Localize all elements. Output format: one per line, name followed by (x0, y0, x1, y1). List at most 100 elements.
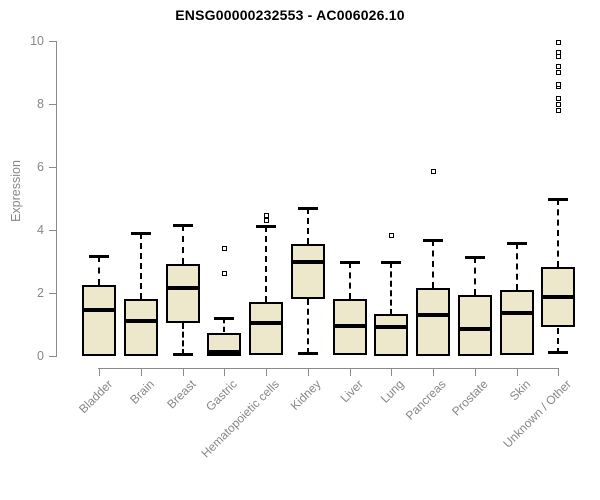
whisker-cap-upper-lung (381, 261, 401, 264)
y-tick-2 (49, 293, 56, 294)
y-tick-label-2: 2 (37, 286, 44, 300)
outlier-unknown-other-5 (556, 70, 561, 75)
box-breast (166, 264, 200, 323)
x-tick-prostate (475, 368, 476, 376)
y-tick-6 (49, 167, 56, 168)
x-tick-label-brain: Brain (127, 377, 157, 407)
whisker-upper-kidney (307, 208, 309, 244)
x-tick-skin (517, 368, 518, 376)
x-tick-label-kidney: Kidney (288, 377, 324, 413)
x-tick-breast (183, 368, 184, 376)
box-skin (500, 290, 534, 355)
box-bladder (82, 285, 116, 356)
whisker-cap-upper-kidney (298, 207, 318, 210)
box-brain (124, 299, 158, 356)
median-brain (124, 319, 158, 323)
whisker-cap-upper-breast (173, 224, 193, 227)
median-hematopoietic-cells (249, 321, 283, 325)
box-lung (374, 314, 408, 356)
whisker-cap-upper-prostate (465, 256, 485, 259)
x-tick-label-pancreas: Pancreas (403, 377, 449, 423)
outlier-gastric-0 (222, 271, 227, 276)
x-tick-unknown-other (558, 368, 559, 376)
median-unknown-other (541, 295, 575, 299)
whisker-upper-prostate (474, 257, 476, 295)
box-pancreas (416, 288, 450, 356)
x-tick-bladder (99, 368, 100, 376)
whisker-upper-gastric (223, 318, 225, 332)
whisker-upper-hematopoietic-cells (265, 226, 267, 302)
whisker-cap-upper-brain (131, 232, 151, 235)
median-kidney (291, 260, 325, 264)
median-breast (166, 286, 200, 290)
x-tick-label-prostate: Prostate (449, 377, 491, 419)
median-gastric (207, 350, 241, 354)
whisker-cap-lower-kidney (298, 352, 318, 355)
whisker-cap-lower-unknown-other (548, 351, 568, 354)
box-hematopoietic-cells (249, 302, 283, 355)
whisker-upper-liver (349, 262, 351, 299)
median-lung (374, 325, 408, 329)
y-tick-label-0: 0 (37, 349, 44, 363)
outlier-pancreas-0 (431, 169, 436, 174)
whisker-lower-unknown-other (557, 328, 559, 354)
y-tick-label-6: 6 (37, 160, 44, 174)
outlier-lung-0 (389, 233, 394, 238)
whisker-lower-kidney (307, 299, 309, 354)
outlier-gastric-1 (222, 246, 227, 251)
y-tick-0 (49, 356, 56, 357)
y-tick-label-8: 8 (37, 97, 44, 111)
x-axis-line (98, 368, 559, 369)
outlier-unknown-other-8 (556, 50, 561, 55)
y-axis-line (56, 41, 57, 357)
whisker-upper-bladder (98, 256, 100, 285)
whisker-cap-upper-pancreas (423, 239, 443, 242)
y-tick-label-4: 4 (37, 223, 44, 237)
outlier-unknown-other-1 (556, 102, 561, 107)
whisker-lower-breast (182, 323, 184, 355)
whisker-cap-upper-liver (340, 261, 360, 264)
median-bladder (82, 308, 116, 312)
whisker-upper-skin (516, 243, 518, 290)
outlier-unknown-other-2 (556, 96, 561, 101)
outlier-unknown-other-9 (556, 40, 561, 45)
whisker-cap-lower-breast (173, 353, 193, 356)
x-tick-lung (391, 368, 392, 376)
x-tick-hematopoietic-cells (266, 368, 267, 376)
whisker-cap-upper-skin (507, 242, 527, 245)
whisker-cap-upper-gastric (214, 317, 234, 320)
whisker-upper-unknown-other (557, 199, 559, 267)
x-tick-gastric (224, 368, 225, 376)
y-tick-4 (49, 230, 56, 231)
box-kidney (291, 244, 325, 299)
whisker-upper-brain (140, 233, 142, 299)
outlier-unknown-other-4 (556, 82, 561, 87)
x-tick-liver (350, 368, 351, 376)
median-prostate (458, 327, 492, 331)
x-tick-brain (141, 368, 142, 376)
x-tick-label-breast: Breast (164, 377, 199, 412)
whisker-upper-lung (390, 262, 392, 315)
chart-title: ENSG00000232553 - AC006026.10 (175, 7, 405, 23)
median-liver (333, 324, 367, 328)
median-pancreas (416, 313, 450, 317)
x-tick-kidney (308, 368, 309, 376)
whisker-cap-upper-unknown-other (548, 198, 568, 201)
outlier-hematopoietic-cells-0 (264, 218, 269, 223)
x-tick-label-hematopoietic-cells: Hematopoietic cells (198, 377, 282, 461)
x-tick-label-skin: Skin (506, 377, 533, 404)
whisker-upper-breast (182, 225, 184, 264)
y-tick-10 (49, 41, 56, 42)
median-skin (500, 311, 534, 315)
x-tick-label-bladder: Bladder (75, 377, 115, 417)
x-tick-label-gastric: Gastric (203, 377, 240, 414)
x-tick-label-lung: Lung (378, 377, 407, 406)
outlier-unknown-other-6 (556, 64, 561, 69)
whisker-upper-pancreas (432, 240, 434, 288)
whisker-cap-upper-hematopoietic-cells (256, 225, 276, 228)
whisker-cap-upper-bladder (89, 255, 109, 258)
x-tick-label-liver: Liver (337, 377, 366, 406)
outlier-unknown-other-0 (556, 108, 561, 113)
y-tick-label-10: 10 (30, 34, 44, 48)
